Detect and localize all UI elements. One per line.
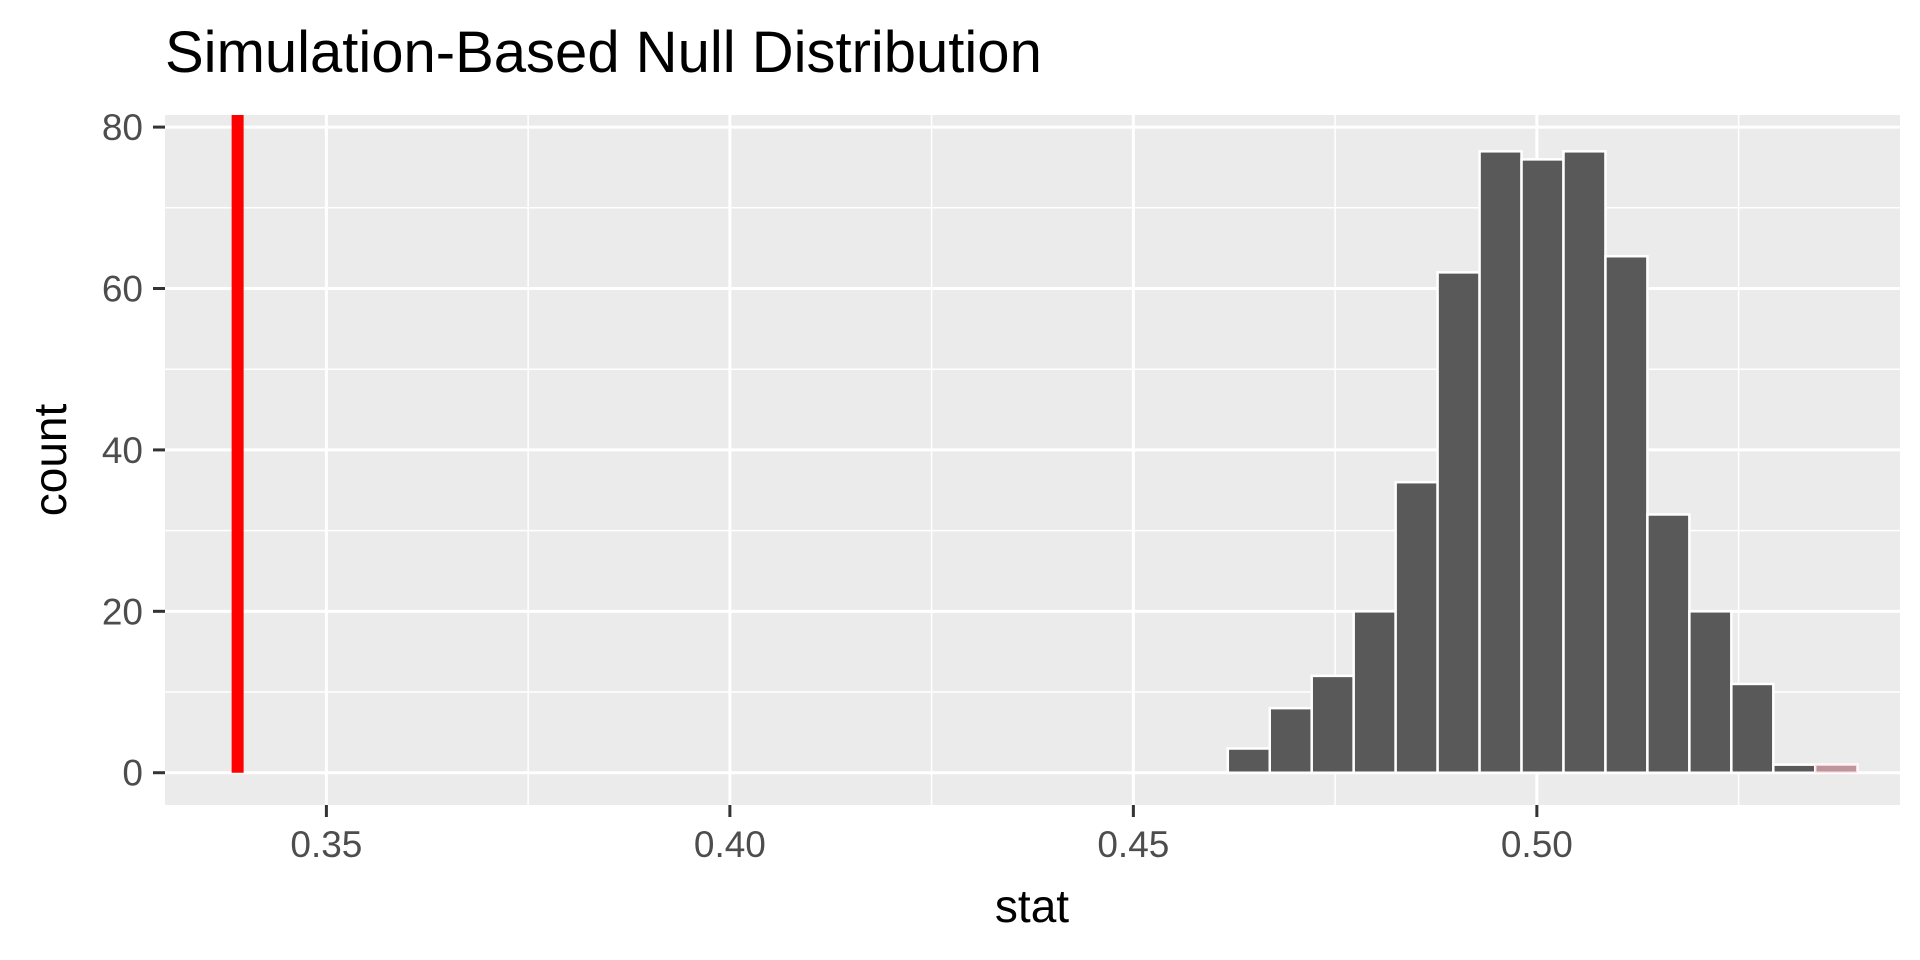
histogram-bar [1772,763,1817,774]
x-tick-label: 0.35 [290,824,362,865]
x-tick-label: 0.40 [694,824,766,865]
histogram-bar [1688,610,1733,774]
y-tick-label: 40 [102,430,143,471]
histogram-bar [1646,513,1691,774]
x-axis: 0.35 0.40 0.45 0.50 [290,805,1573,865]
histogram-bar [1226,747,1272,774]
histogram-bar [1604,254,1649,774]
histogram-bar [1436,271,1481,774]
y-tick-label: 20 [102,591,143,632]
y-tick-label: 0 [122,753,143,794]
shaded-bar [1815,764,1858,773]
histogram-bar [1562,150,1607,774]
y-axis-title: count [24,404,76,517]
y-tick-label: 80 [102,107,143,148]
histogram-bar [1394,480,1439,774]
histogram-bar [1520,158,1565,774]
histogram-bar [1478,150,1523,774]
histogram-bar [1310,674,1355,774]
histogram-bar [1352,610,1397,774]
x-axis-title: stat [995,880,1069,932]
chart-title: Simulation-Based Null Distribution [165,20,1042,85]
histogram-bar [1268,706,1313,774]
x-tick-label: 0.45 [1097,824,1169,865]
major-grid [165,115,1900,805]
shaded-region [1836,115,1900,805]
histogram-bar [1730,682,1775,774]
y-axis: 0 20 40 60 80 [102,107,165,794]
histogram-bars [1226,150,1859,774]
y-tick-label: 60 [102,269,143,310]
x-tick-label: 0.50 [1501,824,1573,865]
